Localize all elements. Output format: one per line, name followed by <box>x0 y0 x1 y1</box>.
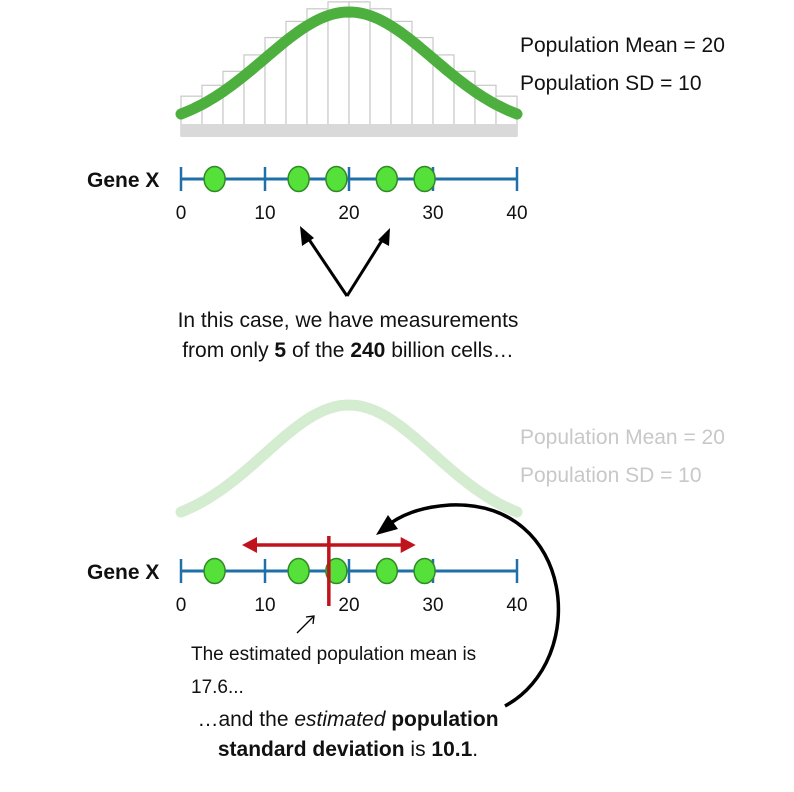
sd-range-right-arrowhead <box>400 537 416 553</box>
caption-line-2: from only 5 of the 240 billion cells… <box>182 339 514 362</box>
caption-sd-line-2: standard deviation is 10.1. <box>218 738 478 761</box>
sample-point <box>287 165 310 193</box>
number-line-top: 0 10 20 30 40 <box>176 165 528 224</box>
sd-range-left-arrowhead <box>242 537 257 553</box>
sample-point <box>287 557 310 585</box>
population-sd-label: Population SD = 10 <box>520 72 702 95</box>
sample-point <box>413 557 436 585</box>
tick-label: 10 <box>254 203 275 224</box>
tick-label: 0 <box>176 203 187 224</box>
tick-label: 20 <box>338 595 359 616</box>
sample-point <box>203 165 226 193</box>
normal-curve-faded <box>175 399 523 518</box>
population-mean-label: Population Mean = 20 <box>520 34 725 57</box>
number-line-bottom: 0 10 20 30 40 <box>176 557 528 616</box>
sample-point <box>325 557 348 585</box>
sample-point <box>375 165 399 193</box>
tick-label: 30 <box>422 595 443 616</box>
tick-label: 40 <box>506 203 527 224</box>
sample-point <box>413 165 436 193</box>
mean-pointer-arrow <box>296 615 315 634</box>
tick-label: 10 <box>254 595 275 616</box>
curved-arrow <box>382 503 561 708</box>
normal-curve <box>175 6 523 120</box>
estimated-mean-note-line-1: The estimated population mean is <box>191 644 476 665</box>
histogram-bars <box>180 1 518 137</box>
tick-label: 0 <box>176 595 187 616</box>
population-sd-label-faded: Population SD = 10 <box>520 464 702 487</box>
sample-point <box>325 165 348 193</box>
estimated-mean-note-line-2: 17.6... <box>191 677 244 698</box>
pointer-arrows <box>300 226 390 297</box>
sample-point <box>375 557 399 585</box>
gene-axis-label: Gene X <box>87 169 159 192</box>
tick-label: 40 <box>506 595 527 616</box>
population-mean-label-faded: Population Mean = 20 <box>520 426 725 449</box>
gene-axis-label-bottom: Gene X <box>87 561 159 584</box>
tick-label: 30 <box>422 203 443 224</box>
histogram-base <box>181 124 517 137</box>
curved-arrow-head <box>376 515 398 535</box>
tick-label: 20 <box>338 203 359 224</box>
histogram-bar <box>327 1 350 137</box>
histogram-bar <box>348 1 371 137</box>
caption-line-1: In this case, we have measurements <box>178 309 519 332</box>
caption-sd-line-1: …and the estimated population <box>197 708 498 731</box>
sample-point <box>203 557 226 585</box>
